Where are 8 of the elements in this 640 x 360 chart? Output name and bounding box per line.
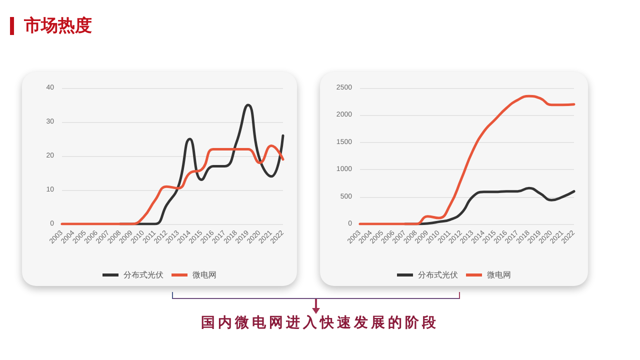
line-series bbox=[358, 94, 576, 226]
legend-label: 分布式光伏 bbox=[124, 270, 164, 280]
legend-label: 微电网 bbox=[192, 270, 216, 280]
legend-label: 分布式光伏 bbox=[418, 270, 458, 280]
chart-title: 市场热度 bbox=[24, 15, 92, 37]
line-series bbox=[60, 144, 284, 226]
text: 国内微电网进入快速发展的阶段 bbox=[200, 314, 440, 332]
legend-label: 微电网 bbox=[487, 270, 511, 280]
